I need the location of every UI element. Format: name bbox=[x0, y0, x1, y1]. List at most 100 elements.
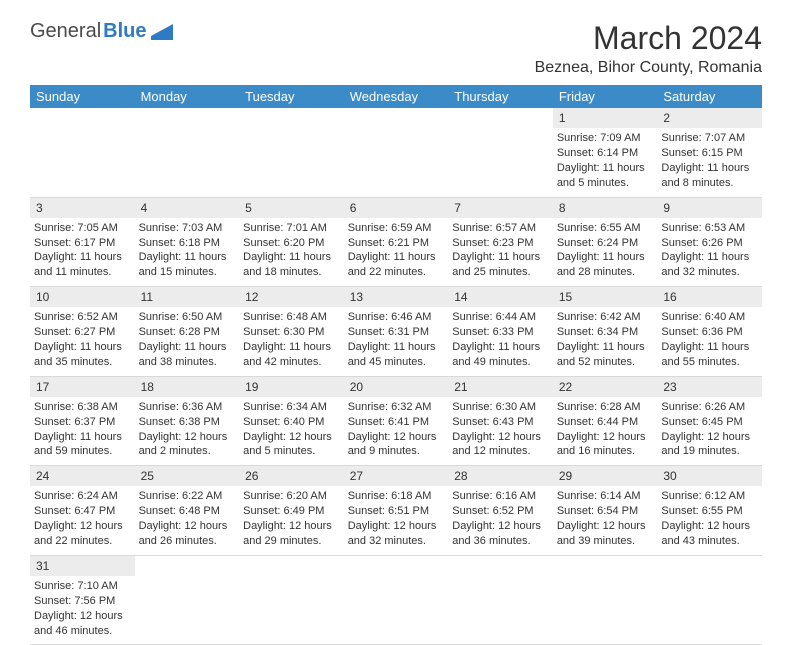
day-detail-line: and 25 minutes. bbox=[452, 265, 549, 280]
day-detail-line: and 26 minutes. bbox=[139, 534, 236, 549]
day-detail-cell: Sunrise: 6:22 AMSunset: 6:48 PMDaylight:… bbox=[135, 486, 240, 555]
day-detail-line: and 15 minutes. bbox=[139, 265, 236, 280]
weekday-header: Sunday bbox=[30, 85, 135, 108]
day-detail-cell: Sunrise: 6:53 AMSunset: 6:26 PMDaylight:… bbox=[657, 218, 762, 287]
day-detail-line: Sunrise: 6:18 AM bbox=[348, 489, 445, 504]
day-detail-cell: Sunrise: 7:07 AMSunset: 6:15 PMDaylight:… bbox=[657, 128, 762, 197]
day-detail-line: Daylight: 12 hours bbox=[661, 519, 758, 534]
day-detail-line: Daylight: 11 hours bbox=[661, 250, 758, 265]
day-detail-line: Sunrise: 6:22 AM bbox=[139, 489, 236, 504]
day-detail-line: and 19 minutes. bbox=[661, 444, 758, 459]
day-detail-cell bbox=[30, 128, 135, 197]
day-number-cell: 25 bbox=[135, 466, 240, 487]
day-detail-line: Sunrise: 7:03 AM bbox=[139, 221, 236, 236]
day-detail-line: Sunrise: 6:46 AM bbox=[348, 310, 445, 325]
day-detail-line: Sunrise: 7:09 AM bbox=[557, 131, 654, 146]
calendar-table: SundayMondayTuesdayWednesdayThursdayFrid… bbox=[30, 85, 762, 645]
day-number-cell: 31 bbox=[30, 555, 135, 576]
day-number-cell: 20 bbox=[344, 376, 449, 397]
weekday-header: Tuesday bbox=[239, 85, 344, 108]
day-detail-line: Daylight: 11 hours bbox=[557, 161, 654, 176]
day-detail-cell: Sunrise: 6:36 AMSunset: 6:38 PMDaylight:… bbox=[135, 397, 240, 466]
day-detail-line: and 5 minutes. bbox=[243, 444, 340, 459]
day-detail-line: Sunrise: 6:50 AM bbox=[139, 310, 236, 325]
day-number-row: 31 bbox=[30, 555, 762, 576]
day-detail-line: Daylight: 12 hours bbox=[139, 430, 236, 445]
day-number-cell: 14 bbox=[448, 287, 553, 308]
weekday-header: Thursday bbox=[448, 85, 553, 108]
day-detail-line: Sunset: 6:23 PM bbox=[452, 236, 549, 251]
day-detail-line: and 8 minutes. bbox=[661, 176, 758, 191]
day-number-row: 12 bbox=[30, 108, 762, 128]
day-detail-line: Sunrise: 6:28 AM bbox=[557, 400, 654, 415]
day-detail-line: Daylight: 11 hours bbox=[139, 340, 236, 355]
weekday-header: Friday bbox=[553, 85, 658, 108]
day-detail-line: Sunset: 6:55 PM bbox=[661, 504, 758, 519]
day-detail-cell: Sunrise: 6:50 AMSunset: 6:28 PMDaylight:… bbox=[135, 307, 240, 376]
day-detail-line: Daylight: 11 hours bbox=[139, 250, 236, 265]
day-detail-line: Daylight: 11 hours bbox=[348, 250, 445, 265]
day-detail-line: Sunrise: 7:07 AM bbox=[661, 131, 758, 146]
day-detail-cell bbox=[553, 576, 658, 645]
day-detail-line: Sunset: 6:17 PM bbox=[34, 236, 131, 251]
day-detail-line: and 39 minutes. bbox=[557, 534, 654, 549]
day-detail-cell: Sunrise: 6:42 AMSunset: 6:34 PMDaylight:… bbox=[553, 307, 658, 376]
day-detail-row: Sunrise: 7:05 AMSunset: 6:17 PMDaylight:… bbox=[30, 218, 762, 287]
day-detail-cell: Sunrise: 6:38 AMSunset: 6:37 PMDaylight:… bbox=[30, 397, 135, 466]
day-detail-cell: Sunrise: 6:32 AMSunset: 6:41 PMDaylight:… bbox=[344, 397, 449, 466]
day-detail-cell: Sunrise: 7:03 AMSunset: 6:18 PMDaylight:… bbox=[135, 218, 240, 287]
calendar-header-row: SundayMondayTuesdayWednesdayThursdayFrid… bbox=[30, 85, 762, 108]
day-number-cell bbox=[344, 108, 449, 128]
day-number-cell: 7 bbox=[448, 197, 553, 218]
day-detail-line: Sunset: 6:24 PM bbox=[557, 236, 654, 251]
day-number-cell: 19 bbox=[239, 376, 344, 397]
day-detail-line: Sunrise: 7:10 AM bbox=[34, 579, 131, 594]
day-number-cell: 13 bbox=[344, 287, 449, 308]
day-detail-line: and 59 minutes. bbox=[34, 444, 131, 459]
day-detail-line: and 49 minutes. bbox=[452, 355, 549, 370]
day-number-row: 10111213141516 bbox=[30, 287, 762, 308]
day-detail-line: Daylight: 12 hours bbox=[452, 430, 549, 445]
day-detail-line: and 2 minutes. bbox=[139, 444, 236, 459]
day-detail-cell: Sunrise: 6:48 AMSunset: 6:30 PMDaylight:… bbox=[239, 307, 344, 376]
day-detail-line: and 28 minutes. bbox=[557, 265, 654, 280]
day-number-cell bbox=[448, 108, 553, 128]
day-detail-cell: Sunrise: 6:18 AMSunset: 6:51 PMDaylight:… bbox=[344, 486, 449, 555]
day-detail-line: Sunrise: 7:01 AM bbox=[243, 221, 340, 236]
day-detail-line: Daylight: 12 hours bbox=[661, 430, 758, 445]
day-detail-line: Daylight: 11 hours bbox=[557, 250, 654, 265]
day-number-cell: 16 bbox=[657, 287, 762, 308]
day-number-cell: 26 bbox=[239, 466, 344, 487]
logo: GeneralBlue bbox=[30, 20, 173, 43]
day-number-cell: 3 bbox=[30, 197, 135, 218]
day-number-cell bbox=[239, 108, 344, 128]
day-detail-line: Sunset: 6:49 PM bbox=[243, 504, 340, 519]
day-detail-line: and 32 minutes. bbox=[348, 534, 445, 549]
day-detail-line: Sunrise: 6:53 AM bbox=[661, 221, 758, 236]
day-number-cell: 8 bbox=[553, 197, 658, 218]
day-detail-line: and 46 minutes. bbox=[34, 624, 131, 639]
day-detail-line: Daylight: 11 hours bbox=[348, 340, 445, 355]
day-detail-line: and 22 minutes. bbox=[348, 265, 445, 280]
day-detail-line: Daylight: 12 hours bbox=[34, 519, 131, 534]
day-detail-line: Sunset: 6:31 PM bbox=[348, 325, 445, 340]
day-number-cell bbox=[657, 555, 762, 576]
day-detail-line: Sunrise: 6:16 AM bbox=[452, 489, 549, 504]
day-detail-line: Daylight: 12 hours bbox=[557, 430, 654, 445]
day-detail-line: Sunrise: 6:59 AM bbox=[348, 221, 445, 236]
day-detail-line: and 55 minutes. bbox=[661, 355, 758, 370]
day-detail-line: Sunset: 6:26 PM bbox=[661, 236, 758, 251]
day-detail-line: Sunset: 6:34 PM bbox=[557, 325, 654, 340]
day-detail-line: Daylight: 12 hours bbox=[348, 519, 445, 534]
day-detail-line: Sunset: 6:30 PM bbox=[243, 325, 340, 340]
day-detail-line: and 29 minutes. bbox=[243, 534, 340, 549]
day-detail-line: and 36 minutes. bbox=[452, 534, 549, 549]
day-detail-line: Sunrise: 6:14 AM bbox=[557, 489, 654, 504]
day-detail-line: Daylight: 12 hours bbox=[557, 519, 654, 534]
day-detail-cell: Sunrise: 6:44 AMSunset: 6:33 PMDaylight:… bbox=[448, 307, 553, 376]
day-detail-cell: Sunrise: 6:20 AMSunset: 6:49 PMDaylight:… bbox=[239, 486, 344, 555]
day-detail-cell: Sunrise: 7:10 AMSunset: 7:56 PMDaylight:… bbox=[30, 576, 135, 645]
day-detail-line: and 38 minutes. bbox=[139, 355, 236, 370]
day-detail-line: Sunset: 6:51 PM bbox=[348, 504, 445, 519]
day-detail-line: Sunset: 6:33 PM bbox=[452, 325, 549, 340]
